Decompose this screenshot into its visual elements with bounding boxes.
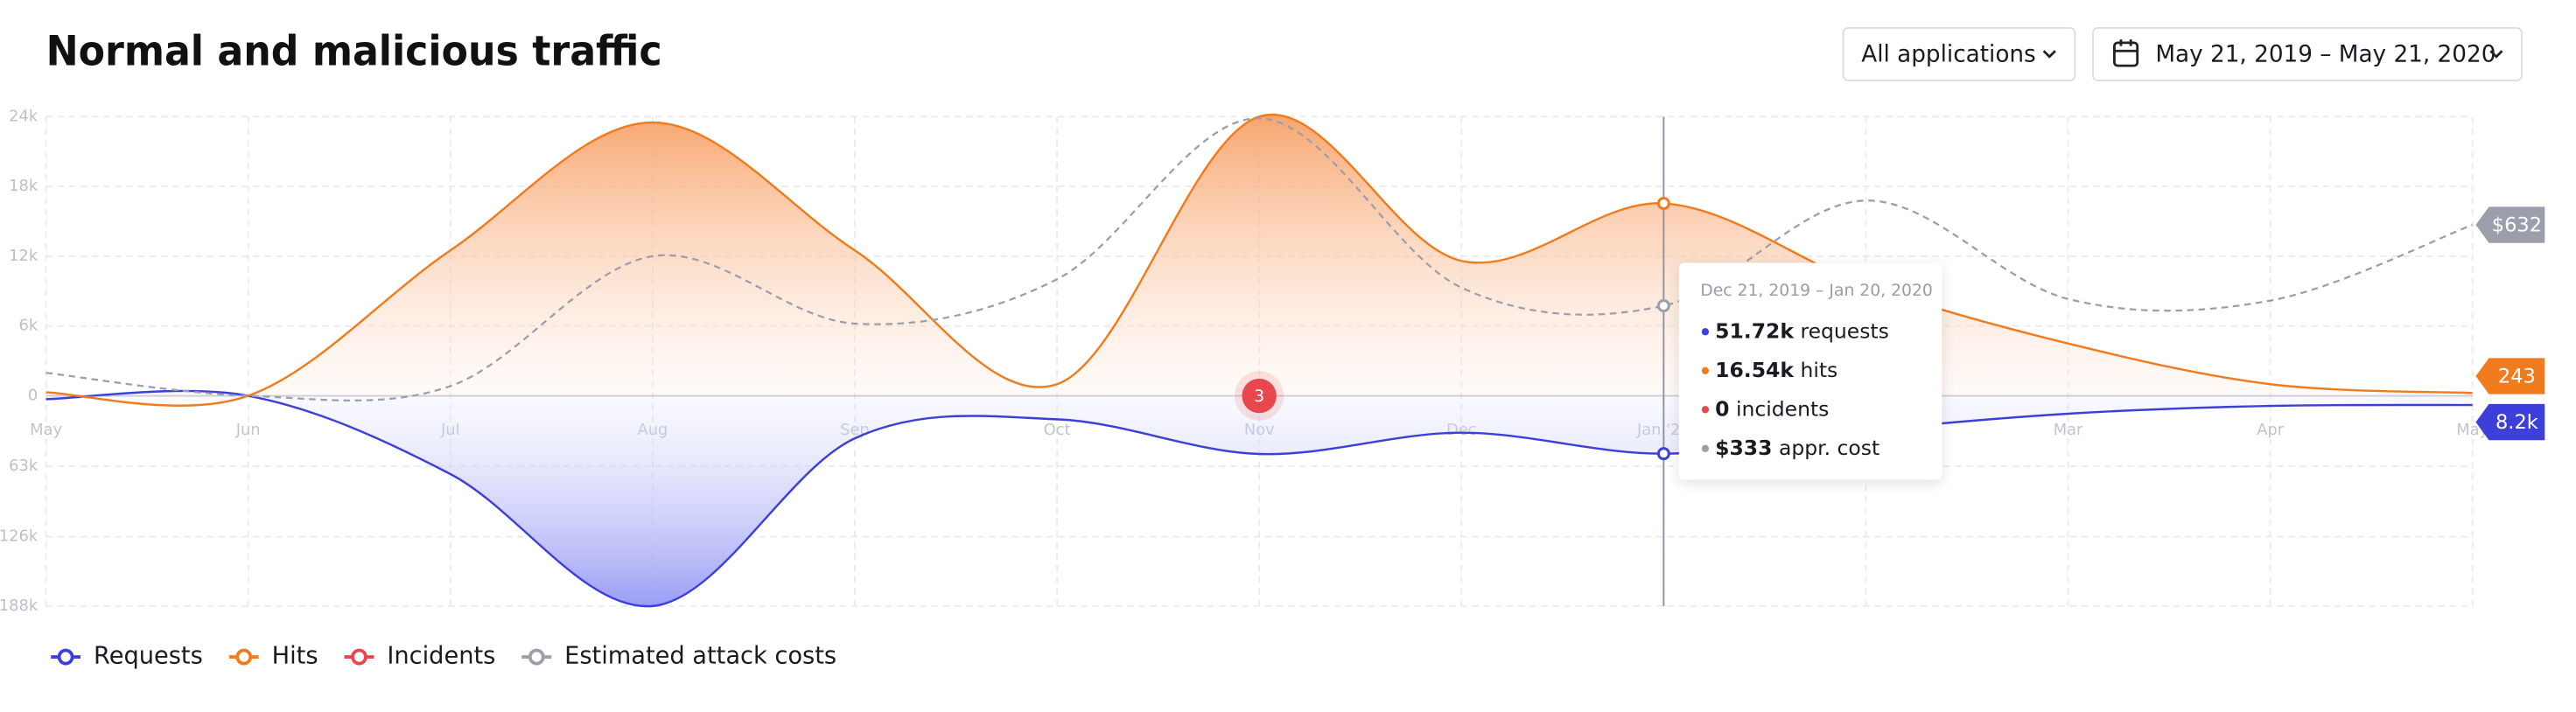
date-filter-box[interactable]: [2092, 27, 2523, 81]
end-tag: [2475, 206, 2545, 243]
x-tick-label: May: [30, 421, 62, 439]
end-tag-label: 243: [2498, 365, 2536, 387]
tooltip: Dec 21, 2019 – Jan 20, 2020 51.72k request…: [1678, 262, 1942, 480]
end-tag-label: 8.2k: [2496, 411, 2538, 434]
legend-item[interactable]: Estimated attack costs: [522, 643, 836, 670]
plot: 06k12k18k24k63k126k188kMayJunJulAugSepOc…: [0, 107, 2545, 670]
incident-count: 3: [1254, 387, 1264, 406]
line: [46, 113, 2473, 407]
tooltip-bullet: [1701, 444, 1710, 452]
x-tick-label: Oct: [1044, 421, 1071, 439]
title: Normal and malicious traffic: [46, 28, 662, 76]
end-tag-label: $632: [2492, 214, 2542, 237]
y2-tick-label: 126k: [0, 527, 38, 546]
x-tick-label: Apr: [2257, 421, 2285, 439]
legend-item[interactable]: Requests: [51, 643, 203, 670]
legend-dot[interactable]: [57, 648, 74, 666]
line: [46, 117, 2474, 402]
legend-dot[interactable]: [528, 648, 545, 666]
incident-marker[interactable]: [1242, 378, 1277, 414]
tooltip-label: incidents: [1736, 396, 1829, 421]
y-tick-label: 0: [28, 387, 38, 405]
hover-dot: [1656, 299, 1670, 313]
tooltip-period: Dec 21, 2019 – Jan 20, 2020: [1700, 282, 1933, 300]
tooltip-label: hits: [1800, 357, 1838, 381]
tooltip-value: 16.54k: [1715, 357, 1795, 381]
hover-dot: [1656, 447, 1670, 461]
y-tick-label: 12k: [9, 247, 38, 265]
tooltip-label: appr. cost: [1779, 435, 1880, 459]
tooltip-value: 51.72k: [1715, 318, 1795, 343]
tooltip-label: requests: [1800, 318, 1888, 343]
date-filter[interactable]: May 21, 2019 – May 21, 2020: [2092, 27, 2523, 81]
legend-label[interactable]: Hits: [272, 643, 318, 670]
legend-dot[interactable]: [351, 648, 368, 666]
end-tag: [2475, 403, 2545, 441]
x-tick-label: Jun: [235, 421, 261, 439]
app-filter-box[interactable]: [1842, 27, 2076, 81]
tooltip-value: $333: [1715, 435, 1772, 459]
tooltip-row: 0 incidents: [1715, 396, 1829, 421]
area-fill: [46, 115, 2473, 406]
app-filter[interactable]: All applications: [1842, 27, 2076, 81]
tooltip-row: 16.54k hits: [1715, 357, 1838, 381]
date-filter-text[interactable]: May 21, 2019 – May 21, 2020: [2155, 41, 2496, 67]
y2-tick-label: 63k: [9, 457, 38, 475]
hover-dot: [1656, 197, 1670, 211]
y-tick-label: 24k: [9, 107, 38, 125]
tooltip-value: 0: [1715, 396, 1729, 421]
y-tick-label: 18k: [9, 177, 38, 195]
legend-label[interactable]: Requests: [94, 643, 203, 670]
y-tick-label: 6k: [19, 317, 38, 335]
legend-item[interactable]: Hits: [228, 643, 318, 670]
legend-item[interactable]: Incidents: [344, 643, 496, 670]
chevron-icon[interactable]: [2489, 50, 2503, 59]
tooltip-row: 51.72k requests: [1715, 318, 1889, 343]
area-fill: [46, 390, 2473, 607]
legend-dot[interactable]: [235, 648, 253, 666]
tooltip-bullet: [1701, 366, 1710, 374]
tooltip-bullet: [1701, 406, 1710, 414]
legend-label[interactable]: Incidents: [387, 643, 495, 670]
x-tick-label: Mar: [2054, 421, 2083, 439]
legend-label[interactable]: Estimated attack costs: [564, 643, 836, 670]
line: [46, 389, 2473, 608]
calendar-icon[interactable]: [2113, 39, 2139, 67]
y2-tick-label: 188k: [0, 597, 38, 615]
app-filter-text[interactable]: All applications: [1861, 41, 2035, 67]
chevron-icon[interactable]: [2042, 50, 2056, 59]
tooltip-bullet: [1701, 328, 1710, 336]
tooltip-box: [1678, 262, 1942, 480]
tooltip-row: $333 appr. cost: [1715, 435, 1880, 459]
end-tag: [2475, 358, 2545, 394]
